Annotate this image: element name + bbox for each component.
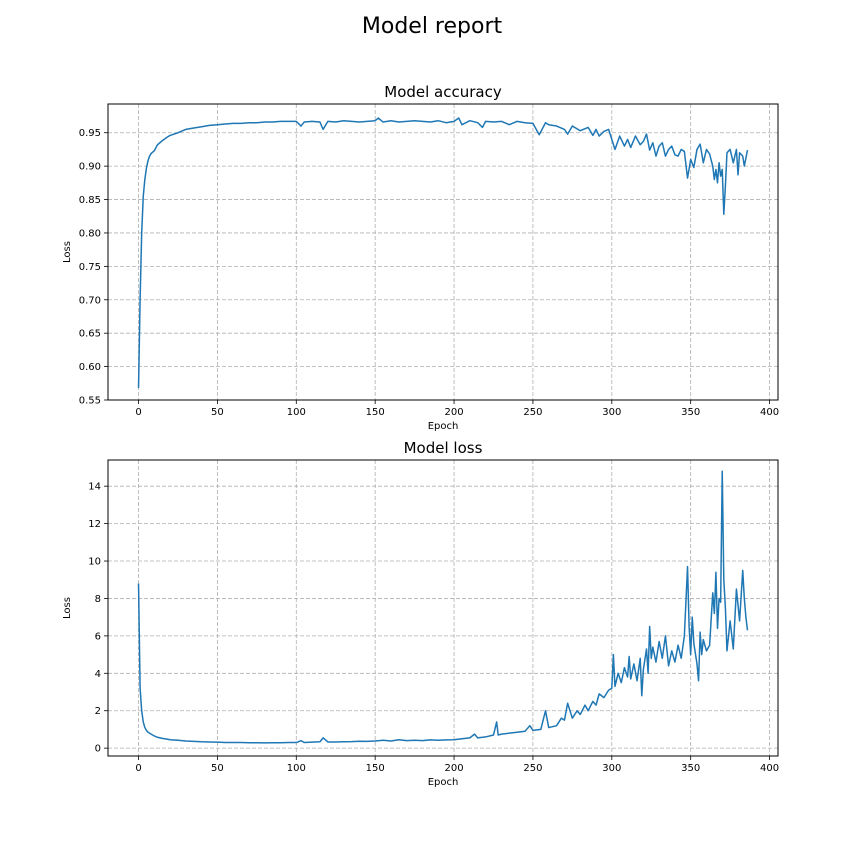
loss-xtick-label: 200 <box>444 763 463 774</box>
loss-series-line-0 <box>137 470 749 744</box>
accuracy-plot-frame <box>107 103 779 401</box>
accuracy-ylabel: Loss <box>62 241 73 263</box>
accuracy-ytick-label: 0.80 <box>79 228 101 239</box>
loss-ytick-label: 8 <box>95 594 101 605</box>
loss-ytick-label: 14 <box>88 482 101 493</box>
accuracy-ytick-label: 0.90 <box>79 162 101 173</box>
accuracy-chart: 0 50 100 150 200 250 300 350 400 0.55 0.60 0.65 0.70… <box>62 83 779 432</box>
loss-xlabel: Epoch <box>428 777 459 788</box>
loss-xtick-label: 50 <box>211 763 224 774</box>
loss-xtick-label: 350 <box>681 763 700 774</box>
loss-grid <box>108 460 778 756</box>
loss-xtick-label: 100 <box>287 763 306 774</box>
accuracy-ticks: 0 50 100 150 200 250 300 350 400 0.55 0.60 0.65 0.70… <box>79 128 779 418</box>
accuracy-xtick-label: 50 <box>211 407 224 418</box>
accuracy-ytick-label: 0.85 <box>79 195 101 206</box>
accuracy-title: Model accuracy <box>384 83 502 101</box>
loss-ytick-label: 4 <box>95 669 101 680</box>
accuracy-grid <box>108 104 778 401</box>
accuracy-xtick-label: 0 <box>135 407 141 418</box>
loss-xtick-label: 0 <box>135 763 141 774</box>
loss-ytick-label: 10 <box>88 557 101 568</box>
loss-ytick-label: 6 <box>95 631 101 642</box>
accuracy-ytick-label: 0.75 <box>79 262 101 273</box>
loss-xtick-label: 150 <box>366 763 385 774</box>
loss-ytick-label: 12 <box>88 519 101 530</box>
accuracy-xtick-label: 250 <box>523 407 542 418</box>
loss-title: Model loss <box>404 439 483 457</box>
loss-line <box>137 470 749 744</box>
loss-xtick-label: 400 <box>760 763 779 774</box>
loss-plot-frame <box>107 459 779 757</box>
loss-xtick-label: 250 <box>523 763 542 774</box>
accuracy-xtick-label: 150 <box>366 407 385 418</box>
accuracy-xtick-label: 100 <box>287 407 306 418</box>
accuracy-xtick-label: 400 <box>760 407 779 418</box>
loss-xtick-label: 300 <box>602 763 621 774</box>
loss-ytick-label: 0 <box>95 744 101 755</box>
accuracy-ytick-label: 0.65 <box>79 329 101 340</box>
accuracy-xtick-label: 200 <box>444 407 463 418</box>
loss-chart: 0 50 100 150 200 250 300 350 400 0 2 4 6 8 10 12 14 Mode… <box>62 439 779 788</box>
accuracy-xtick-label: 300 <box>602 407 621 418</box>
figure-title: Model report <box>362 14 503 39</box>
accuracy-line <box>137 117 749 388</box>
accuracy-ytick-label: 0.60 <box>79 362 101 373</box>
accuracy-xtick-label: 350 <box>681 407 700 418</box>
loss-ticks: 0 50 100 150 200 250 300 350 400 0 2 4 6 8 10 12 14 <box>88 482 779 774</box>
loss-ytick-label: 2 <box>95 706 101 717</box>
accuracy-ytick-label: 0.70 <box>79 295 101 306</box>
accuracy-xlabel: Epoch <box>428 421 459 432</box>
accuracy-ytick-label: 0.95 <box>79 128 101 139</box>
accuracy-ytick-label: 0.55 <box>79 396 101 407</box>
loss-ylabel: Loss <box>62 597 73 619</box>
accuracy-series-line-0 <box>137 117 749 388</box>
